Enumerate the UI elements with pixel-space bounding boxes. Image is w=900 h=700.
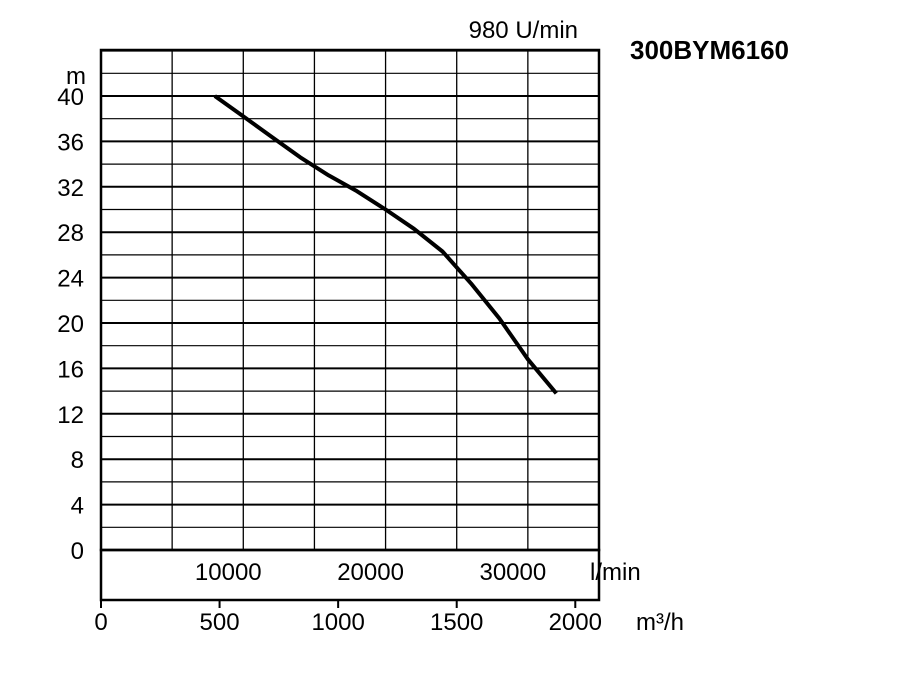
x-axis-unit-lmin: l/min: [590, 559, 641, 586]
x-tick-label-lmin: 20000: [337, 559, 404, 586]
y-axis-unit: m: [66, 63, 86, 90]
x-tick-labels-m3h: 0 500 1000 1500 2000: [94, 600, 602, 636]
y-tick-label: 12: [57, 402, 84, 429]
x-tick-label-lmin: 10000: [195, 559, 262, 586]
y-tick-label: 16: [57, 356, 84, 383]
y-tick-label: 32: [57, 175, 84, 202]
y-tick-label: 28: [57, 220, 84, 247]
y-tick-label: 36: [57, 129, 84, 156]
x-tick-label-m3h: 1000: [311, 609, 364, 636]
x-tick-labels-lmin: 10000 20000 30000: [195, 559, 546, 586]
head-flow-curve: [213, 94, 558, 395]
model-title: 300BYM6160: [630, 35, 789, 65]
x-tick-label-m3h: 2000: [549, 609, 602, 636]
x-tick-label-m3h: 0: [94, 609, 107, 636]
y-tick-label: 4: [71, 493, 84, 520]
x-tick-label-m3h: 1500: [430, 609, 483, 636]
y-tick-label: 24: [57, 266, 84, 293]
speed-label: 980 U/min: [469, 17, 578, 44]
y-tick-label: 40: [57, 84, 84, 111]
grid: [101, 49, 599, 550]
x-tick-label-lmin: 30000: [479, 559, 546, 586]
curve-layer: [213, 94, 558, 395]
lower-axis-frame: [99, 548, 601, 602]
x-tick-label-m3h: 500: [200, 609, 240, 636]
y-tick-label: 0: [71, 538, 84, 565]
y-tick-label: 20: [57, 311, 84, 338]
y-tick-label: 8: [71, 447, 84, 474]
y-tick-labels: 0 4 8 12 16 20 24 28 32 36 40: [57, 84, 84, 565]
x-axis-unit-m3h: m³/h: [636, 609, 684, 636]
